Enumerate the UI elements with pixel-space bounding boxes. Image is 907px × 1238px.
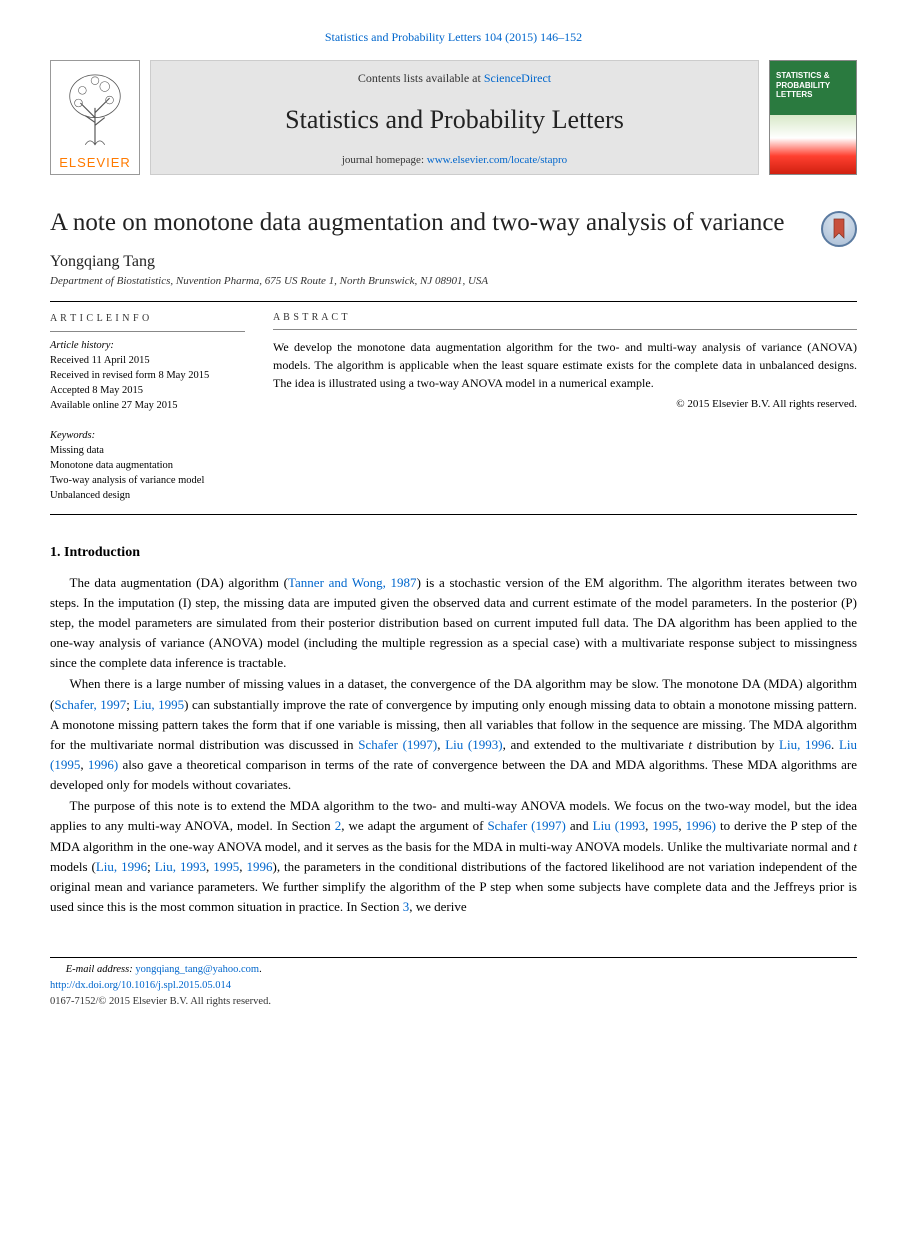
contents-prefix: Contents lists available at xyxy=(358,71,484,85)
issn-copyright: 0167-7152/© 2015 Elsevier B.V. All right… xyxy=(50,994,857,1010)
section-heading: 1. Introduction xyxy=(50,545,857,561)
text-fragment: , we derive xyxy=(409,899,466,914)
citation-link[interactable]: Tanner and Wong, 1987 xyxy=(288,575,417,590)
elsevier-brand-text: ELSEVIER xyxy=(59,155,131,174)
text-fragment: models ( xyxy=(50,859,96,874)
text-fragment: . xyxy=(831,737,839,752)
keywords-block: Keywords: Missing data Monotone data aug… xyxy=(50,428,245,504)
sciencedirect-link[interactable]: ScienceDirect xyxy=(484,71,551,85)
text-fragment: also gave a theoretical comparison in te… xyxy=(50,757,857,792)
abstract-copyright: © 2015 Elsevier B.V. All rights reserved… xyxy=(273,398,857,410)
citation-link[interactable]: Liu, 1996 xyxy=(96,859,147,874)
body-text: The data augmentation (DA) algorithm (Ta… xyxy=(50,573,857,917)
citation-link[interactable]: Schafer (1997) xyxy=(487,818,565,833)
divider xyxy=(50,514,857,515)
contents-line: Contents lists available at ScienceDirec… xyxy=(358,71,551,86)
elsevier-logo[interactable]: ELSEVIER xyxy=(50,60,140,175)
cover-top: STATISTICS & PROBABILITY LETTERS xyxy=(770,61,856,115)
journal-title: Statistics and Probability Letters xyxy=(285,105,624,135)
citation-link[interactable]: Liu, 1996 xyxy=(779,737,831,752)
abstract-text: We develop the monotone data augmentatio… xyxy=(273,338,857,392)
citation-link[interactable]: 1996) xyxy=(686,818,716,833)
article-title: A note on monotone data augmentation and… xyxy=(50,207,803,238)
text-fragment: , we adapt the argument of xyxy=(341,818,487,833)
text-fragment: distribution by xyxy=(692,737,779,752)
doi-link[interactable]: http://dx.doi.org/10.1016/j.spl.2015.05.… xyxy=(50,980,231,991)
article-info-heading: A R T I C L E I N F O xyxy=(50,312,245,327)
author-email-link[interactable]: yongqiang_tang@yahoo.com xyxy=(135,964,259,975)
revised-date: Received in revised form 8 May 2015 xyxy=(50,368,245,383)
text-fragment: , and extended to the multivariate xyxy=(503,737,689,752)
history-label: Article history: xyxy=(50,338,245,353)
bookmark-icon xyxy=(831,218,847,240)
citation-link[interactable]: Schafer, 1997 xyxy=(54,697,126,712)
abstract-column: A B S T R A C T We develop the monotone … xyxy=(273,312,857,504)
crossmark-badge[interactable] xyxy=(821,211,857,247)
cover-mid xyxy=(770,115,856,138)
keyword: Monotone data augmentation xyxy=(50,458,245,473)
homepage-line: journal homepage: www.elsevier.com/locat… xyxy=(342,154,567,166)
citation-link[interactable]: Liu, 1995 xyxy=(133,697,184,712)
keyword: Unbalanced design xyxy=(50,488,245,503)
text-fragment: ; xyxy=(147,859,155,874)
journal-masthead: ELSEVIER Contents lists available at Sci… xyxy=(50,60,857,175)
keyword: Two-way analysis of variance model xyxy=(50,473,245,488)
citation-link[interactable]: 1995 xyxy=(652,818,678,833)
masthead-center: Contents lists available at ScienceDirec… xyxy=(150,60,759,175)
author-name: Yongqiang Tang xyxy=(50,253,857,271)
citation-link[interactable]: 1996) xyxy=(88,757,118,772)
text-fragment: The data augmentation (DA) algorithm ( xyxy=(70,575,289,590)
citation-link[interactable]: Liu (1993) xyxy=(445,737,502,752)
abstract-heading: A B S T R A C T xyxy=(273,312,857,323)
author-affiliation: Department of Biostatistics, Nuvention P… xyxy=(50,275,857,287)
journal-cover-thumbnail[interactable]: STATISTICS & PROBABILITY LETTERS xyxy=(769,60,857,175)
accepted-date: Accepted 8 May 2015 xyxy=(50,383,245,398)
journal-reference: Statistics and Probability Letters 104 (… xyxy=(50,30,857,45)
cover-bot xyxy=(770,138,856,174)
citation-link[interactable]: 1995 xyxy=(213,859,239,874)
keyword: Missing data xyxy=(50,443,245,458)
divider xyxy=(273,329,857,330)
received-date: Received 11 April 2015 xyxy=(50,353,245,368)
homepage-link[interactable]: www.elsevier.com/locate/stapro xyxy=(427,154,567,166)
citation-link[interactable]: Liu (1993 xyxy=(593,818,645,833)
online-date: Available online 27 May 2015 xyxy=(50,398,245,413)
citation-link[interactable]: 1996 xyxy=(246,859,272,874)
email-label: E-mail address: xyxy=(66,964,133,975)
footnotes: E-mail address: yongqiang_tang@yahoo.com… xyxy=(50,957,857,1009)
math-symbol: t xyxy=(853,839,857,854)
divider xyxy=(50,331,245,332)
homepage-prefix: journal homepage: xyxy=(342,154,427,166)
article-history: Article history: Received 11 April 2015 … xyxy=(50,338,245,414)
text-fragment: and xyxy=(566,818,593,833)
citation-link[interactable]: Schafer (1997) xyxy=(358,737,437,752)
elsevier-tree-icon xyxy=(61,69,129,147)
keywords-label: Keywords: xyxy=(50,428,245,443)
article-info-column: A R T I C L E I N F O Article history: R… xyxy=(50,312,245,504)
citation-link[interactable]: Liu, 1993 xyxy=(155,859,206,874)
